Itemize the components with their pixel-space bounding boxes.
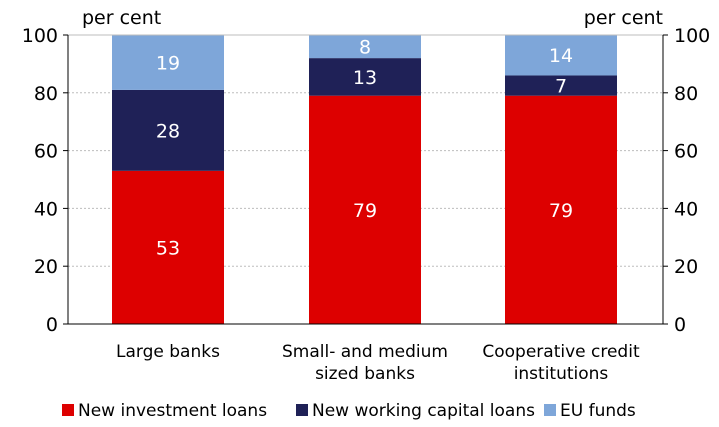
y-tick-label-left: 80 xyxy=(34,83,58,105)
y-tick-label-left: 100 xyxy=(22,25,58,47)
bar-segment xyxy=(505,35,617,76)
bar-segment xyxy=(112,89,224,171)
y-tick-label-right: 0 xyxy=(674,314,686,336)
data-label: 7 xyxy=(555,76,567,98)
axes xyxy=(63,34,668,325)
category-label: Small- and medium xyxy=(282,342,448,362)
data-label: 13 xyxy=(353,67,377,89)
data-label: 79 xyxy=(353,200,377,222)
y-tick-label-right: 60 xyxy=(674,141,698,163)
category-label: Cooperative credit xyxy=(482,342,640,362)
category-label: Large banks xyxy=(116,342,220,362)
bar-segment xyxy=(309,95,421,324)
y-tick-label-right: 80 xyxy=(674,83,698,105)
y-tick-label-right: 40 xyxy=(674,198,698,220)
bar-segment xyxy=(505,75,617,96)
data-label: 19 xyxy=(156,52,180,74)
bars xyxy=(112,35,617,324)
labels: 0 0 20 20 40 40 60 60 80 80 100 100 per cent per cent… xyxy=(22,7,711,384)
bar-segment xyxy=(309,58,421,96)
data-label: 28 xyxy=(156,120,180,142)
y-axis-label-right: per cent xyxy=(584,7,663,29)
y-tick-label-right: 20 xyxy=(674,256,698,278)
data-label: 79 xyxy=(549,200,573,222)
data-label: 53 xyxy=(156,237,180,259)
legend: New investment loans New working capital … xyxy=(62,401,636,421)
legend-label: New working capital loans xyxy=(312,401,535,421)
bar-segment xyxy=(112,35,224,90)
y-tick-label-left: 20 xyxy=(34,256,58,278)
bar-segment xyxy=(112,170,224,324)
data-label: 8 xyxy=(359,37,371,59)
data-label: 14 xyxy=(549,45,573,67)
y-tick-label-left: 40 xyxy=(34,198,58,220)
legend-swatch xyxy=(296,404,308,416)
y-tick-label-left: 0 xyxy=(46,314,58,336)
legend-swatch xyxy=(62,404,74,416)
y-tick-label-right: 100 xyxy=(674,25,710,47)
legend-swatch xyxy=(544,404,556,416)
y-tick-label-left: 60 xyxy=(34,141,58,163)
bar-segment xyxy=(309,35,421,59)
bar-segment xyxy=(505,95,617,324)
legend-label: EU funds xyxy=(560,401,636,421)
category-label: institutions xyxy=(514,364,609,384)
category-label: sized banks xyxy=(315,364,415,384)
y-axis-label-left: per cent xyxy=(82,7,161,29)
legend-label: New investment loans xyxy=(78,401,267,421)
